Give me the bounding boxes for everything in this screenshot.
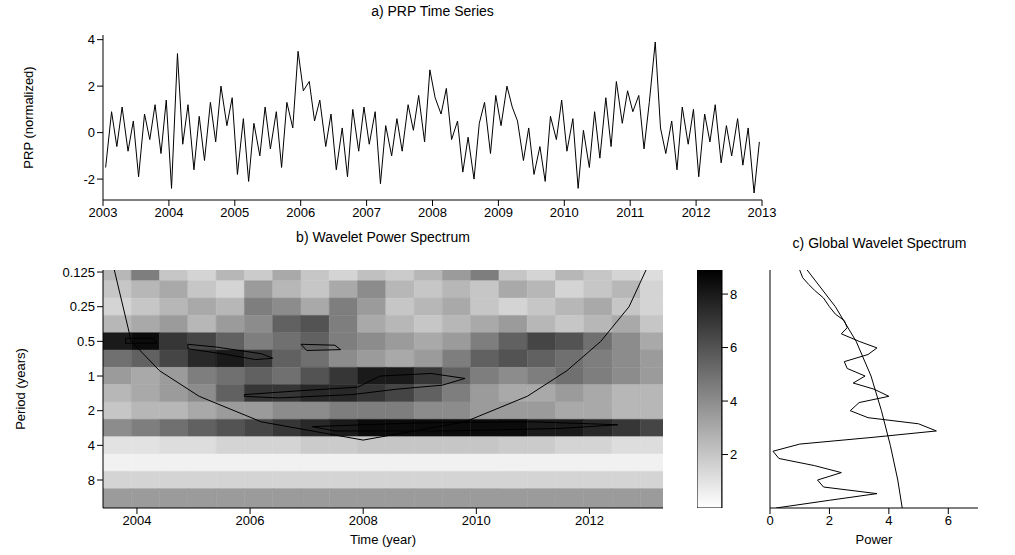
svg-text:2003: 2003 bbox=[89, 205, 118, 220]
html-text:b) Wavelet Power Spectrum: b) Wavelet Power Spectrum bbox=[296, 229, 470, 245]
svg-text:2012: 2012 bbox=[575, 513, 604, 528]
svg-text:2011: 2011 bbox=[616, 205, 644, 220]
svg-text:4: 4 bbox=[88, 438, 95, 453]
svg-text:0: 0 bbox=[766, 513, 773, 528]
svg-text:6: 6 bbox=[945, 513, 952, 528]
svg-text:2004: 2004 bbox=[154, 205, 183, 220]
svg-text:0.125: 0.125 bbox=[62, 265, 95, 280]
svg-text:2013: 2013 bbox=[748, 205, 777, 220]
svg-text:Power: Power bbox=[856, 532, 894, 547]
svg-text:2005: 2005 bbox=[220, 205, 249, 220]
svg-text:4: 4 bbox=[885, 513, 892, 528]
svg-text:8: 8 bbox=[88, 473, 95, 488]
svg-text:2010: 2010 bbox=[462, 513, 491, 528]
svg-text:1: 1 bbox=[88, 369, 95, 384]
svg-text:4: 4 bbox=[88, 32, 95, 47]
svg-text:2008: 2008 bbox=[418, 205, 447, 220]
svg-text:PRP (normalized): PRP (normalized) bbox=[21, 66, 36, 168]
svg-text:Period (years): Period (years) bbox=[13, 348, 28, 430]
svg-text:2008: 2008 bbox=[349, 513, 378, 528]
svg-text:0.5: 0.5 bbox=[77, 334, 95, 349]
svg-text:0.25: 0.25 bbox=[70, 299, 95, 314]
svg-text:2012: 2012 bbox=[682, 205, 711, 220]
svg-text:-2: -2 bbox=[83, 172, 95, 187]
svg-text:2: 2 bbox=[730, 447, 737, 462]
svg-text:Time (year): Time (year) bbox=[350, 532, 416, 547]
svg-text:0: 0 bbox=[88, 125, 95, 140]
html-text:c) Global Wavelet Spectrum: c) Global Wavelet Spectrum bbox=[792, 235, 967, 251]
svg-text:2009: 2009 bbox=[484, 205, 513, 220]
svg-text:4: 4 bbox=[730, 394, 737, 409]
svg-text:6: 6 bbox=[730, 340, 737, 355]
svg-text:2: 2 bbox=[88, 403, 95, 418]
svg-text:2004: 2004 bbox=[122, 513, 151, 528]
svg-text:2010: 2010 bbox=[550, 205, 579, 220]
svg-text:2006: 2006 bbox=[236, 513, 265, 528]
svg-text:2: 2 bbox=[826, 513, 833, 528]
svg-text:2007: 2007 bbox=[352, 205, 381, 220]
svg-text:2: 2 bbox=[88, 79, 95, 94]
svg-text:8: 8 bbox=[730, 287, 737, 302]
html-text:a) PRP Time Series: a) PRP Time Series bbox=[371, 3, 494, 19]
svg-text:2006: 2006 bbox=[286, 205, 315, 220]
